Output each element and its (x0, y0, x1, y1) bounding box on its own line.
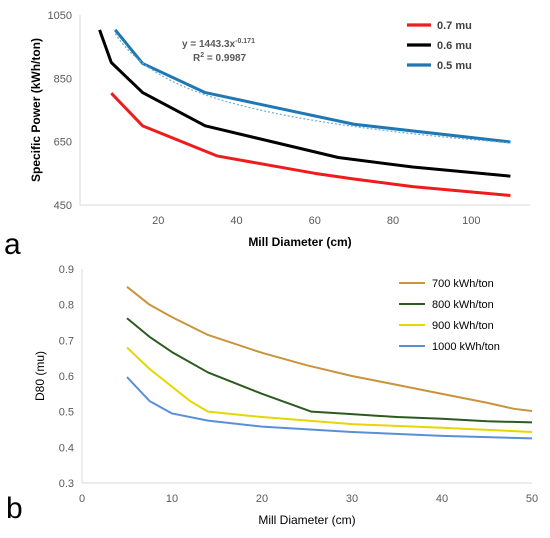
chart-a-x-tick-40: 40 (230, 215, 242, 227)
chart-a-series-lines (98, 28, 511, 197)
trendline-r-squared: R2 = 0.9987 (193, 52, 247, 64)
chart-a-x-axis-title: Mill Diameter (cm) (248, 235, 351, 249)
chart-b-d80: 0.3 0.4 0.5 0.6 0.7 0.8 0.9 0 10 20 30 40 50 D80 (m… (33, 264, 538, 527)
r2-exponent: 2 (200, 52, 204, 59)
r2-value: = 0.9987 (204, 53, 246, 64)
chart-a-y-axis-title: Specific Power (kWh/ton) (29, 38, 43, 182)
chart-a-legend: 0.7 mu 0.6 mu 0.5 mu (407, 20, 472, 72)
chart-a-x-tick-100: 100 (462, 215, 480, 227)
chart-b-legend: 700 kWh/ton 800 kWh/ton 900 kWh/ton 1000 kW… (399, 278, 500, 353)
chart-b-series-1000-kwh-ton (126, 376, 533, 440)
chart-b-x-tick-40: 40 (436, 493, 448, 505)
chart-b-y-tick-0-6: 0.6 (59, 371, 74, 383)
chart-a-legend-label-0-7-mu: 0.7 mu (437, 20, 472, 32)
chart-b-y-tick-0-8: 0.8 (59, 300, 74, 312)
chart-b-x-tick-30: 30 (346, 493, 358, 505)
panel-a-label: a (4, 228, 21, 261)
chart-a-x-tick-60: 60 (309, 215, 321, 227)
chart-a-y-tick-850: 850 (54, 73, 72, 85)
chart-b-legend-label-800-kwh-ton: 800 kWh/ton (432, 299, 494, 311)
chart-b-y-tick-0-7: 0.7 (59, 335, 74, 347)
chart-b-y-tick-0-3: 0.3 (59, 478, 74, 490)
chart-b-y-tick-0-5: 0.5 (59, 407, 74, 419)
chart-b-y-tick-labels: 0.3 0.4 0.5 0.6 0.7 0.8 0.9 (59, 264, 74, 490)
chart-a-y-tick-450: 450 (54, 200, 72, 212)
equation-main: y = 1443.3x (182, 39, 236, 50)
chart-a-legend-label-0-6-mu: 0.6 mu (437, 40, 472, 52)
chart-b-series-700-kwh-ton (126, 286, 533, 412)
chart-b-series-lines (126, 286, 533, 440)
chart-b-y-tick-0-4: 0.4 (59, 442, 74, 454)
chart-a-trendline (114, 33, 511, 144)
chart-b-legend-label-1000-kwh-ton: 1000 kWh/ton (432, 341, 500, 353)
chart-b-x-tick-20: 20 (256, 493, 268, 505)
chart-a-x-tick-80: 80 (387, 215, 399, 227)
trendline-equation: y = 1443.3x-0.171 (182, 38, 255, 50)
chart-a-x-tick-labels: 20 40 60 80 100 (152, 215, 480, 227)
chart-a-series-0-6-mu (98, 29, 511, 178)
chart-b-legend-label-900-kwh-ton: 900 kWh/ton (432, 320, 494, 332)
chart-b-legend-label-700-kwh-ton: 700 kWh/ton (432, 278, 494, 290)
chart-b-series-900-kwh-ton (126, 346, 533, 433)
chart-b-x-axis-title: Mill Diameter (cm) (258, 513, 355, 527)
chart-b-x-tick-0: 0 (79, 493, 85, 505)
r2-label: R (193, 53, 201, 64)
equation-exponent: -0.171 (235, 38, 255, 45)
chart-b-y-axis-title: D80 (mu) (33, 351, 47, 401)
chart-a-y-tick-650: 650 (54, 137, 72, 149)
chart-b-x-tick-10: 10 (166, 493, 178, 505)
chart-b-x-tick-labels: 0 10 20 30 40 50 (79, 493, 538, 505)
panel-b-label: b (6, 492, 23, 525)
chart-a-y-tick-1050: 1050 (48, 10, 72, 22)
chart-a-series-0-5-mu (114, 28, 511, 144)
chart-a-trendline-group (114, 33, 511, 144)
chart-a-y-tick-labels: 450 650 850 1050 (48, 10, 72, 212)
chart-a-legend-label-0-5-mu: 0.5 mu (437, 60, 472, 72)
chart-b-y-tick-0-9: 0.9 (59, 264, 74, 276)
chart-b-x-tick-50: 50 (526, 493, 538, 505)
chart-b-series-800-kwh-ton (126, 317, 533, 424)
chart-a-specific-power: 450 650 850 1050 20 40 60 80 100 Specific Power… (29, 10, 530, 249)
chart-a-series-0-7-mu (110, 92, 511, 197)
chart-a-x-tick-20: 20 (152, 215, 164, 227)
